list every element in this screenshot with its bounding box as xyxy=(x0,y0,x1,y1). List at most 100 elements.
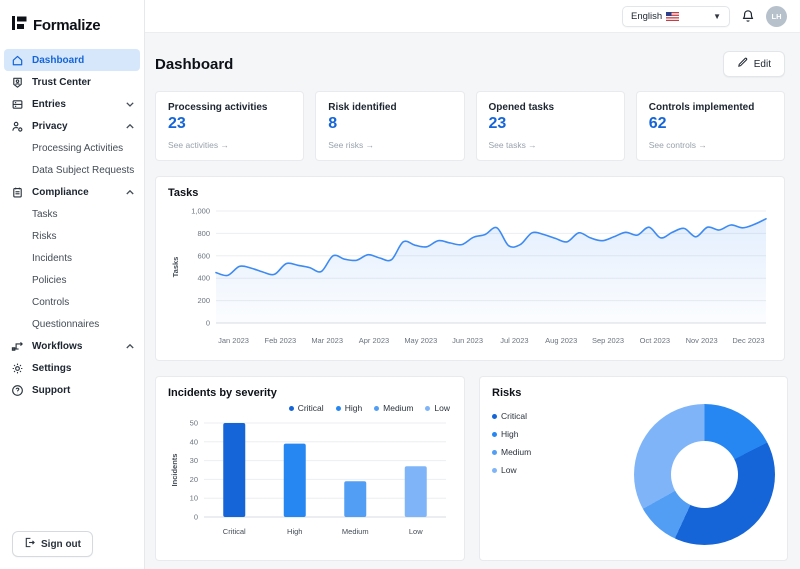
svg-text:40: 40 xyxy=(190,437,198,446)
compliance-icon xyxy=(10,186,24,199)
sidebar-item-dashboard[interactable]: Dashboard xyxy=(4,49,140,71)
sidebar-subitem-tasks[interactable]: Tasks xyxy=(32,208,58,220)
sidebar-item-support[interactable]: Support xyxy=(0,379,144,401)
stat-card-value: 8 xyxy=(328,115,338,132)
sidebar-nav: Dashboard Trust Center Entries Privacy P… xyxy=(0,49,144,569)
pencil-icon xyxy=(737,57,748,71)
legend-dot xyxy=(492,431,497,437)
svg-text:Low: Low xyxy=(409,527,423,536)
gear-icon xyxy=(10,362,24,375)
chevron-up-icon xyxy=(126,123,134,129)
stat-card-value: 23 xyxy=(488,115,507,132)
stat-card-title: Risk identified xyxy=(328,102,397,113)
tasks-chart-title: Tasks xyxy=(168,187,199,199)
main-area: English ▼ LH Dashboard Edit Processing a… xyxy=(145,0,800,569)
sidebar-item-label: Workflows xyxy=(32,340,83,352)
legend-item-high[interactable]: High xyxy=(335,403,362,413)
svg-text:Sep 2023: Sep 2023 xyxy=(592,336,624,345)
svg-text:30: 30 xyxy=(190,456,198,465)
legend-dot xyxy=(374,405,380,411)
legend-item-medium[interactable]: Medium xyxy=(374,403,413,413)
dashboard-content: Dashboard Edit Processing activities 23 … xyxy=(145,33,800,569)
svg-text:400: 400 xyxy=(197,274,210,283)
trust-center-icon xyxy=(10,76,24,89)
chevron-down-icon xyxy=(126,101,134,107)
incidents-chart-title: Incidents by severity xyxy=(168,387,277,399)
sidebar-item-entries[interactable]: Entries xyxy=(0,93,144,115)
svg-text:Aug 2023: Aug 2023 xyxy=(545,336,577,345)
edit-button[interactable]: Edit xyxy=(722,51,785,77)
svg-text:200: 200 xyxy=(197,296,210,305)
svg-text:Incidents: Incidents xyxy=(170,454,179,487)
sidebar-subitem-risks[interactable]: Risks xyxy=(32,230,57,242)
svg-text:Oct 2023: Oct 2023 xyxy=(640,336,670,345)
legend-item-critical[interactable]: Critical xyxy=(288,403,324,413)
sidebar-item-label: Privacy xyxy=(32,120,68,132)
stat-card-controls-implemented: Controls implemented 62 See controls → xyxy=(635,91,785,161)
sidebar-item-label: Settings xyxy=(32,362,72,374)
sidebar-subitem-policies[interactable]: Policies xyxy=(32,274,67,286)
legend-dot xyxy=(288,405,294,411)
legend-item-low[interactable]: Low xyxy=(492,465,588,475)
sidebar-subitem-controls[interactable]: Controls xyxy=(32,296,70,308)
sidebar-item-trust-center[interactable]: Trust Center xyxy=(0,71,144,93)
avatar[interactable]: LH xyxy=(766,5,787,27)
legend-item-medium[interactable]: Medium xyxy=(492,447,588,457)
legend-item-critical[interactable]: Critical xyxy=(492,411,588,421)
svg-text:Jun 2023: Jun 2023 xyxy=(452,336,483,345)
legend-item-low[interactable]: Low xyxy=(425,403,450,413)
risks-chart-title: Risks xyxy=(492,387,522,399)
incidents-bar-chart: 0 10 20 30 40 50 Critical High Medium Low Incident… xyxy=(168,415,452,546)
legend-item-high[interactable]: High xyxy=(492,429,588,439)
risks-chart-panel: Risks Critical High Medium Low xyxy=(479,376,788,561)
privacy-icon xyxy=(10,120,24,133)
topbar: English ▼ LH xyxy=(145,0,800,33)
svg-text:Feb 2023: Feb 2023 xyxy=(265,336,297,345)
stat-card-risk-identified: Risk identified 8 See risks → xyxy=(315,91,465,161)
svg-text:Jan 2023: Jan 2023 xyxy=(218,336,249,345)
legend-dot xyxy=(335,405,341,411)
sign-out-icon xyxy=(24,537,35,551)
formalize-logo-icon xyxy=(12,16,27,35)
sidebar-item-label: Dashboard xyxy=(32,54,85,66)
see-activities-link[interactable]: See activities → xyxy=(168,140,229,150)
sidebar-item-privacy[interactable]: Privacy xyxy=(0,115,144,137)
sidebar-subitem-processing-activities[interactable]: Processing Activities xyxy=(32,142,124,154)
help-icon xyxy=(10,384,24,397)
svg-text:600: 600 xyxy=(197,251,210,260)
legend-dot xyxy=(492,413,497,419)
svg-text:Nov 2023: Nov 2023 xyxy=(686,336,718,345)
stat-card-title: Controls implemented xyxy=(648,102,755,113)
sidebar-item-workflows[interactable]: Workflows xyxy=(0,335,144,357)
svg-text:1,000: 1,000 xyxy=(191,207,210,216)
sidebar-subitem-incidents[interactable]: Incidents xyxy=(32,252,73,264)
legend-dot xyxy=(492,467,497,473)
svg-text:800: 800 xyxy=(197,229,210,238)
svg-text:Critical: Critical xyxy=(223,527,246,536)
svg-text:10: 10 xyxy=(190,494,198,503)
home-icon xyxy=(10,54,24,67)
language-value: English xyxy=(631,10,663,22)
language-select[interactable]: English ▼ xyxy=(622,5,730,27)
stat-cards-row: Processing activities 23 See activities … xyxy=(155,91,785,161)
tasks-chart-panel: Tasks 0 200 400 600 800 1,000 Jan 2023 Feb 2023… xyxy=(155,176,785,361)
sidebar-item-settings[interactable]: Settings xyxy=(0,357,144,379)
sign-out-button[interactable]: Sign out xyxy=(12,531,93,557)
sidebar-subitem-questionnaires[interactable]: Questionnaires xyxy=(32,318,100,330)
see-tasks-link[interactable]: See tasks → xyxy=(488,140,537,150)
entries-icon xyxy=(10,98,24,111)
see-controls-link[interactable]: See controls → xyxy=(648,140,707,150)
sidebar-subitem-data-subject-requests[interactable]: Data Subject Requests xyxy=(32,164,135,176)
see-risks-link[interactable]: See risks → xyxy=(328,140,375,150)
svg-text:Mar 2023: Mar 2023 xyxy=(311,336,343,345)
app-logo: Formalize xyxy=(0,10,144,49)
us-flag-icon xyxy=(666,11,680,21)
svg-text:Dec 2023: Dec 2023 xyxy=(732,336,764,345)
page-title: Dashboard xyxy=(155,55,234,73)
svg-text:Apr 2023: Apr 2023 xyxy=(359,336,389,345)
stat-card-value: 62 xyxy=(648,115,667,132)
stat-card-value: 23 xyxy=(168,115,186,132)
notifications-bell-icon[interactable] xyxy=(741,9,755,24)
sidebar-item-compliance[interactable]: Compliance xyxy=(0,181,144,203)
caret-down-icon: ▼ xyxy=(713,11,721,21)
